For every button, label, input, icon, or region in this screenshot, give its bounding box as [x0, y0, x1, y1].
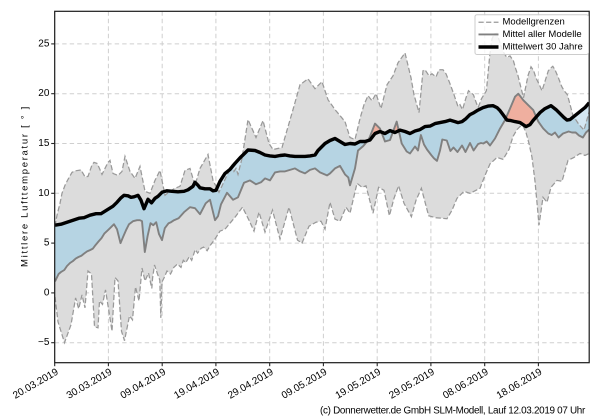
svg-text:5: 5	[44, 238, 50, 249]
svg-text:Mittel aller Modelle: Mittel aller Modelle	[503, 29, 582, 40]
svg-text:Modellgrenzen: Modellgrenzen	[503, 17, 565, 28]
svg-text:0: 0	[44, 287, 50, 298]
svg-text:10: 10	[38, 188, 50, 199]
svg-text:25: 25	[38, 38, 50, 49]
svg-text:15: 15	[38, 138, 50, 149]
svg-text:Mittelwert 30 Jahre: Mittelwert 30 Jahre	[503, 42, 583, 53]
svg-text:20: 20	[38, 88, 50, 99]
svg-text:−5: −5	[38, 337, 50, 348]
svg-text:Mittlere Lufttemperatur [ ° ]: Mittlere Lufttemperatur [ ° ]	[20, 105, 31, 267]
svg-text:(c) Donnerwetter.de GmbH SLM-M: (c) Donnerwetter.de GmbH SLM-Modell, Lau…	[320, 406, 586, 417]
